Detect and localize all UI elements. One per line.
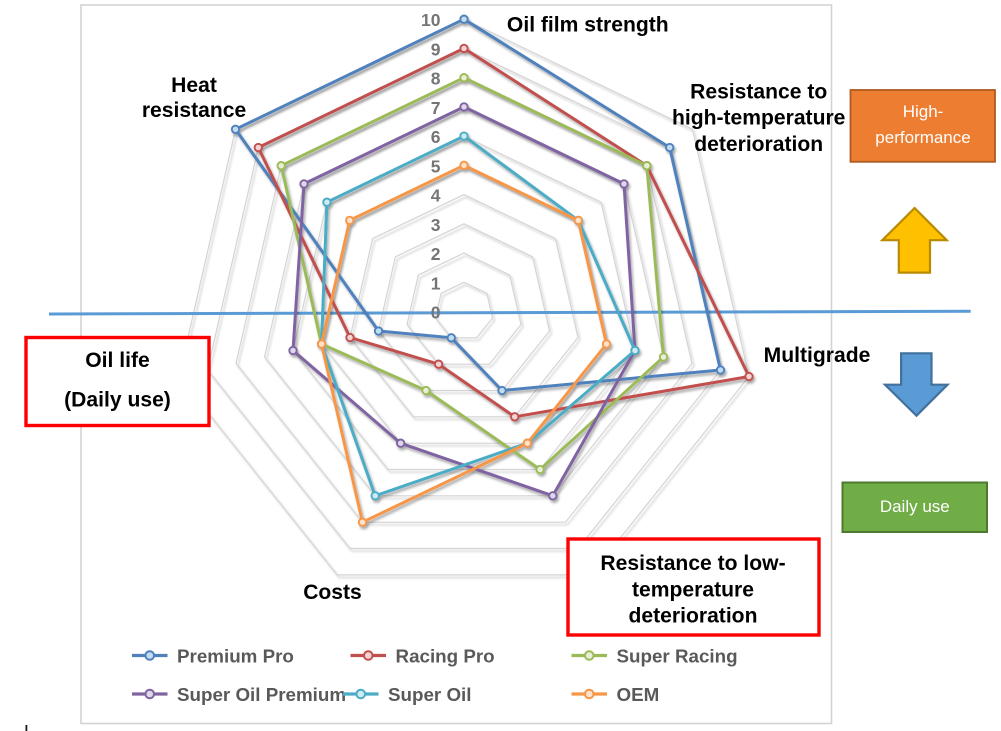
svg-text:resistance: resistance — [142, 99, 247, 122]
svg-text:4: 4 — [431, 186, 441, 206]
svg-text:7: 7 — [431, 98, 441, 118]
svg-text:Heat: Heat — [171, 74, 217, 97]
svg-text:(Daily use): (Daily use) — [64, 389, 171, 412]
svg-text:6: 6 — [431, 127, 441, 147]
svg-text:Racing Pro: Racing Pro — [396, 646, 495, 667]
svg-text:Costs: Costs — [303, 581, 362, 604]
svg-text:Super Oil: Super Oil — [388, 684, 472, 705]
svg-text:deterioration: deterioration — [629, 604, 758, 627]
svg-text:10: 10 — [421, 10, 441, 30]
svg-text:1: 1 — [431, 273, 441, 293]
svg-text:high-temperature: high-temperature — [672, 107, 846, 130]
svg-text:performance: performance — [875, 128, 970, 147]
svg-text:Daily use: Daily use — [880, 497, 950, 516]
svg-text:Oil life: Oil life — [85, 349, 150, 372]
svg-text:Resistance to: Resistance to — [690, 81, 827, 104]
svg-text:OEM: OEM — [617, 684, 660, 705]
svg-text:Super Racing: Super Racing — [617, 646, 738, 667]
svg-text:High-: High- — [903, 102, 944, 121]
svg-text:Super Oil Premium: Super Oil Premium — [177, 684, 346, 705]
svg-text:0: 0 — [431, 303, 441, 323]
svg-text:8: 8 — [431, 69, 441, 89]
svg-text:temperature: temperature — [632, 578, 754, 601]
svg-text:3: 3 — [431, 215, 441, 235]
svg-text:Resistance to low-: Resistance to low- — [600, 552, 785, 575]
svg-text:5: 5 — [431, 156, 441, 176]
svg-text:Multigrade: Multigrade — [764, 344, 871, 367]
svg-text:2: 2 — [431, 244, 441, 264]
svg-text:deterioration: deterioration — [694, 133, 823, 156]
svg-text:Premium Pro: Premium Pro — [177, 646, 294, 667]
svg-text:Oil film strength: Oil film strength — [507, 13, 669, 36]
svg-text:9: 9 — [431, 39, 441, 59]
